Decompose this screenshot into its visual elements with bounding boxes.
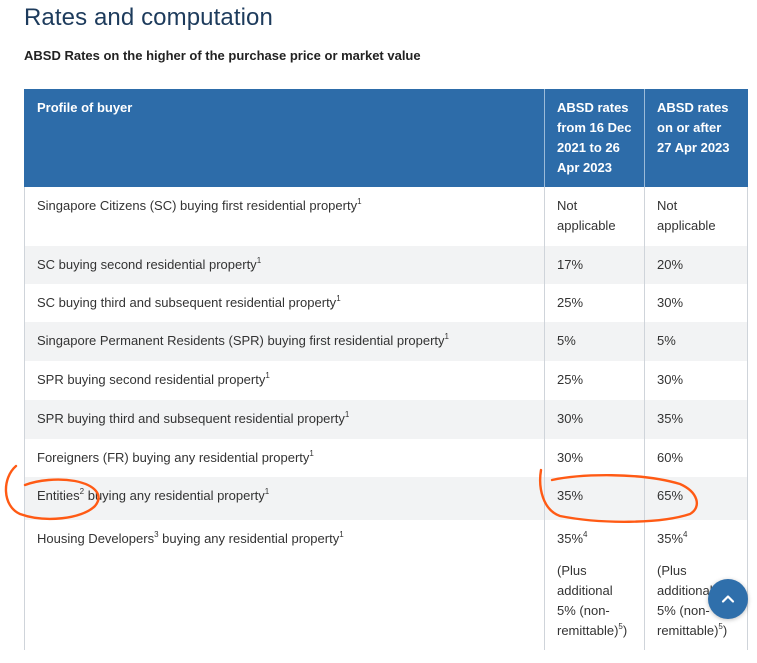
table-row: Singapore Permanent Residents (SPR) buyi…	[24, 322, 748, 361]
profile-cell: SC buying second residential property1	[24, 246, 545, 284]
rate-before-cell: 17%	[544, 246, 645, 284]
header-rate-before: ABSD rates from 16 Dec 2021 to 26 Apr 20…	[544, 89, 645, 187]
table-row: SPR buying third and subsequent resident…	[24, 400, 748, 439]
rate-before-cell: 35%	[544, 477, 645, 520]
rate-before-cell: 25%	[544, 284, 645, 322]
rate-after-cell: 5%	[644, 322, 748, 361]
table-row: SC buying second residential property1 1…	[24, 246, 748, 284]
table-row: Housing Developers3 buying any residenti…	[24, 520, 748, 650]
profile-cell: SPR buying second residential property1	[24, 361, 545, 400]
rate-before-cell: 35%4 (Plus additional 5% (non-remittable…	[544, 520, 645, 650]
profile-cell: Housing Developers3 buying any residenti…	[24, 520, 545, 650]
chevron-up-icon	[721, 595, 735, 603]
rate-after-cell: 30%	[644, 284, 748, 322]
table-caption: ABSD Rates on the higher of the purchase…	[24, 48, 421, 63]
rate-before-cell: Not applicable	[544, 187, 645, 246]
rate-note: (Plus additional 5% (non-remittable)5)	[557, 563, 628, 638]
rate-note: (Plus additional 5% (non-remittable)5)	[657, 563, 728, 638]
table-header-row: Profile of buyer ABSD rates from 16 Dec …	[24, 89, 748, 187]
absd-rates-table: Profile of buyer ABSD rates from 16 Dec …	[24, 89, 748, 650]
profile-cell: Foreigners (FR) buying any residential p…	[24, 439, 545, 477]
rate-before-cell: 30%	[544, 439, 645, 477]
table-row: Singapore Citizens (SC) buying first res…	[24, 187, 748, 246]
rate-after-cell: 30%	[644, 361, 748, 400]
profile-cell: Singapore Citizens (SC) buying first res…	[24, 187, 545, 246]
rate-after-cell: 20%	[644, 246, 748, 284]
table-row: SC buying third and subsequent residenti…	[24, 284, 748, 322]
page-title: Rates and computation	[24, 4, 273, 31]
header-profile: Profile of buyer	[24, 89, 545, 187]
rate-before-cell: 30%	[544, 400, 645, 439]
profile-cell: Entities2 buying any residential propert…	[24, 477, 545, 520]
table-row: Foreigners (FR) buying any residential p…	[24, 439, 748, 477]
profile-cell: SPR buying third and subsequent resident…	[24, 400, 545, 439]
rate-before-cell: 5%	[544, 322, 645, 361]
table-row: SPR buying second residential property1 …	[24, 361, 748, 400]
rate-after-cell: 60%	[644, 439, 748, 477]
profile-cell: SC buying third and subsequent residenti…	[24, 284, 545, 322]
rate-after-cell: 65%	[644, 477, 748, 520]
rate-after-cell: 35%	[644, 400, 748, 439]
scroll-to-top-button[interactable]	[708, 579, 748, 619]
profile-cell: Singapore Permanent Residents (SPR) buyi…	[24, 322, 545, 361]
rate-after-cell: Not applicable	[644, 187, 748, 246]
rate-before-cell: 25%	[544, 361, 645, 400]
header-rate-after: ABSD rates on or after 27 Apr 2023	[644, 89, 748, 187]
table-row: Entities2 buying any residential propert…	[24, 477, 748, 520]
